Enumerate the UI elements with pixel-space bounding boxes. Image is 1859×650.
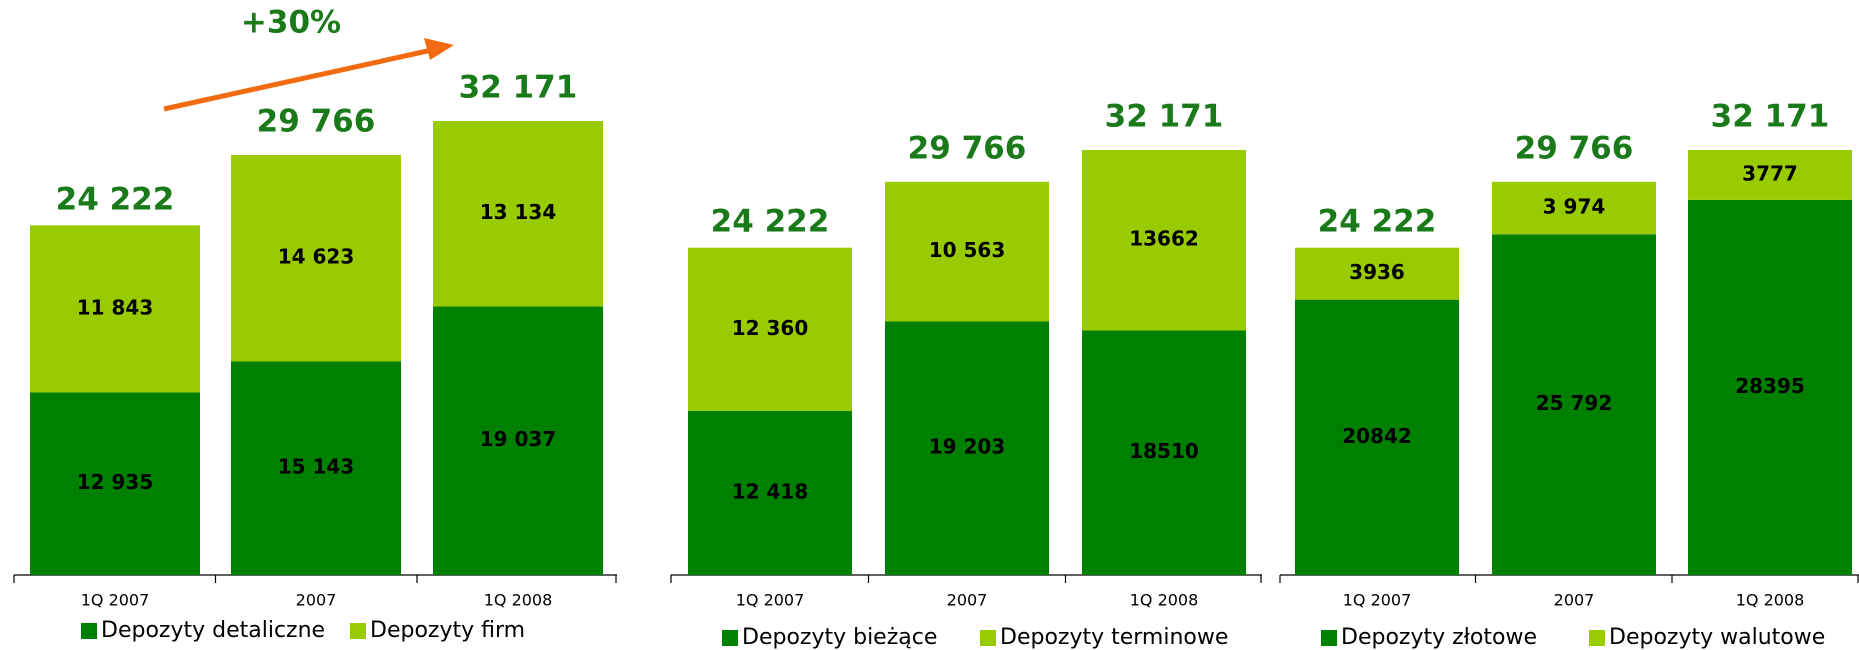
value-label: 13 134 bbox=[480, 200, 557, 224]
total-label: 32 171 bbox=[459, 70, 578, 106]
arrow-head bbox=[424, 38, 454, 60]
x-tick-label: 2007 bbox=[947, 591, 988, 610]
value-label: 13662 bbox=[1129, 227, 1199, 251]
bar-segment bbox=[30, 392, 200, 575]
value-label: 20842 bbox=[1342, 424, 1412, 448]
legend-swatch bbox=[722, 630, 738, 646]
value-label: 11 843 bbox=[77, 295, 154, 319]
value-label: 15 143 bbox=[278, 455, 355, 479]
bar-segment bbox=[1688, 199, 1852, 576]
x-tick-label: 1Q 2007 bbox=[736, 591, 805, 610]
bar-segment bbox=[1295, 247, 1459, 300]
legend-swatch bbox=[980, 630, 996, 646]
legend-label: Depozyty złotowe bbox=[1341, 625, 1537, 650]
total-label: 32 171 bbox=[1105, 99, 1224, 135]
x-tick-label: 2007 bbox=[1554, 591, 1595, 610]
bar-segment bbox=[885, 181, 1049, 322]
legend-swatch bbox=[1321, 630, 1337, 646]
x-tick-label: 1Q 2008 bbox=[1130, 591, 1199, 610]
value-label: 3777 bbox=[1742, 161, 1798, 185]
legend-swatch bbox=[350, 623, 366, 639]
total-label: 24 222 bbox=[56, 182, 175, 218]
value-label: 18510 bbox=[1129, 439, 1199, 463]
x-tick-label: 1Q 2007 bbox=[1343, 591, 1412, 610]
bar-segment bbox=[1082, 149, 1246, 331]
bar-segment bbox=[231, 154, 401, 362]
legend-label: Depozyty bieżące bbox=[742, 625, 937, 650]
bar-segment bbox=[30, 225, 200, 393]
total-label: 29 766 bbox=[257, 103, 376, 139]
value-label: 12 418 bbox=[732, 479, 809, 503]
value-label: 3 974 bbox=[1543, 195, 1606, 219]
bar-segment bbox=[1082, 330, 1246, 575]
legend-swatch bbox=[1589, 630, 1605, 646]
x-tick-label: 1Q 2008 bbox=[484, 591, 553, 610]
total-label: 24 222 bbox=[1318, 204, 1437, 240]
bar-segment bbox=[433, 121, 603, 307]
value-label: 3936 bbox=[1349, 260, 1405, 284]
bar-segment bbox=[1492, 181, 1656, 235]
value-label: 25 792 bbox=[1536, 391, 1613, 415]
total-label: 29 766 bbox=[908, 130, 1027, 166]
x-tick-label: 1Q 2008 bbox=[1736, 591, 1805, 610]
value-label: 12 360 bbox=[732, 316, 809, 340]
legend-label: Depozyty firm bbox=[370, 618, 525, 643]
legend-swatch bbox=[81, 623, 97, 639]
annotation: +30% bbox=[241, 5, 341, 41]
value-label: 14 623 bbox=[278, 245, 355, 269]
value-label: 12 935 bbox=[77, 470, 154, 494]
legend-label: Depozyty walutowe bbox=[1609, 625, 1825, 650]
bar-segment bbox=[1492, 234, 1656, 576]
value-label: 28395 bbox=[1735, 374, 1805, 398]
legend-label: Depozyty detaliczne bbox=[101, 618, 325, 643]
bar-segment bbox=[1688, 149, 1852, 200]
total-label: 24 222 bbox=[711, 204, 830, 240]
bar-segment bbox=[433, 306, 603, 575]
total-label: 29 766 bbox=[1515, 130, 1634, 166]
bar-segment bbox=[1295, 299, 1459, 575]
x-tick-label: 1Q 2007 bbox=[81, 591, 150, 610]
value-label: 19 203 bbox=[929, 435, 1006, 459]
value-label: 10 563 bbox=[929, 238, 1006, 262]
trend-arrow bbox=[163, 47, 433, 112]
bar-segment bbox=[231, 361, 401, 575]
bar-segment bbox=[885, 321, 1049, 575]
value-label: 19 037 bbox=[480, 427, 557, 451]
total-label: 32 171 bbox=[1711, 99, 1830, 135]
legend-label: Depozyty terminowe bbox=[1000, 625, 1228, 650]
bar-segment bbox=[688, 410, 852, 575]
bar-segment bbox=[688, 247, 852, 411]
x-tick-label: 2007 bbox=[296, 591, 337, 610]
